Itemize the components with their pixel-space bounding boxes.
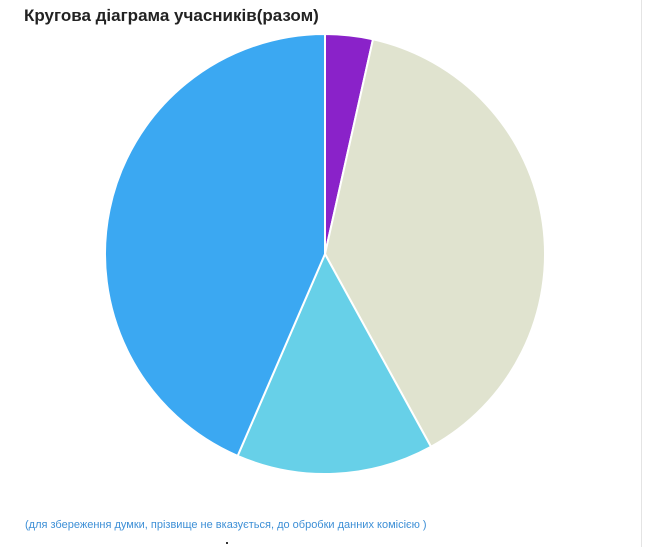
pie-slice-4 <box>104 33 326 457</box>
pie-slice-3 <box>236 253 432 475</box>
privacy-footnote: (для збереження думки, прізвище не вказу… <box>25 519 427 531</box>
pie-slice-2 <box>324 38 546 448</box>
pie-slices <box>104 33 546 475</box>
pie-chart <box>104 33 546 475</box>
stray-dot <box>226 542 228 544</box>
right-divider <box>641 0 642 547</box>
chart-title: Кругова діаграма учасників(разом) <box>24 6 319 25</box>
